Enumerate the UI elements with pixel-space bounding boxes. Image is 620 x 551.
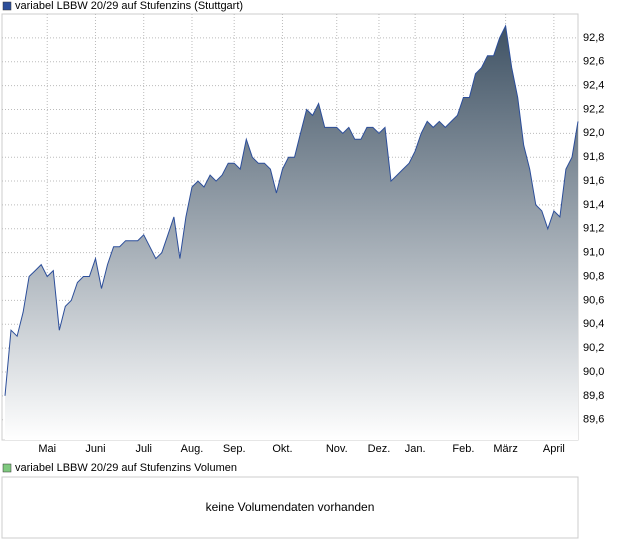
x-tick-label: März (493, 443, 517, 455)
x-tick-label: Nov. (326, 443, 348, 455)
y-tick-label: 92,0 (583, 127, 604, 139)
y-tick-label: 92,2 (583, 103, 604, 115)
x-tick-label: Okt. (272, 443, 292, 455)
volume-frame (1, 476, 579, 539)
legend-swatch (2, 463, 12, 473)
y-tick-label: 89,8 (583, 390, 604, 402)
y-tick-label: 91,8 (583, 151, 604, 163)
legend-label: variabel LBBW 20/29 auf Stufenzins (Stut… (15, 0, 243, 12)
y-tick-label: 91,4 (583, 199, 604, 211)
x-tick-label: Juni (85, 443, 105, 455)
y-tick-label: 92,6 (583, 56, 604, 68)
x-tick-label: Sep. (223, 443, 246, 455)
y-tick-label: 91,2 (583, 223, 604, 235)
volume-message: keine Volumendaten vorhanden (206, 500, 375, 514)
y-tick-label: 90,0 (583, 366, 604, 378)
y-tick-label: 90,4 (583, 318, 604, 330)
x-tick-label: Dez. (368, 443, 391, 455)
y-tick-label: 92,4 (583, 80, 604, 92)
y-tick-label: 90,8 (583, 270, 604, 282)
x-tick-label: Feb. (452, 443, 474, 455)
y-tick-label: 89,6 (583, 414, 604, 426)
x-tick-label: Juli (135, 443, 152, 455)
x-tick-label: Jan. (405, 443, 426, 455)
y-tick-label: 90,6 (583, 294, 604, 306)
y-tick-label: 92,8 (583, 32, 604, 44)
x-tick-label: Mai (38, 443, 56, 455)
y-tick-label: 91,6 (583, 175, 604, 187)
y-tick-label: 91,0 (583, 247, 604, 259)
legend-label: variabel LBBW 20/29 auf Stufenzins Volum… (15, 462, 237, 474)
area (5, 25, 578, 441)
legend-swatch (2, 1, 12, 11)
x-tick-label: Aug. (181, 443, 204, 455)
x-tick-label: April (543, 443, 565, 455)
line (4, 24, 579, 396)
y-tick-label: 90,2 (583, 342, 604, 354)
